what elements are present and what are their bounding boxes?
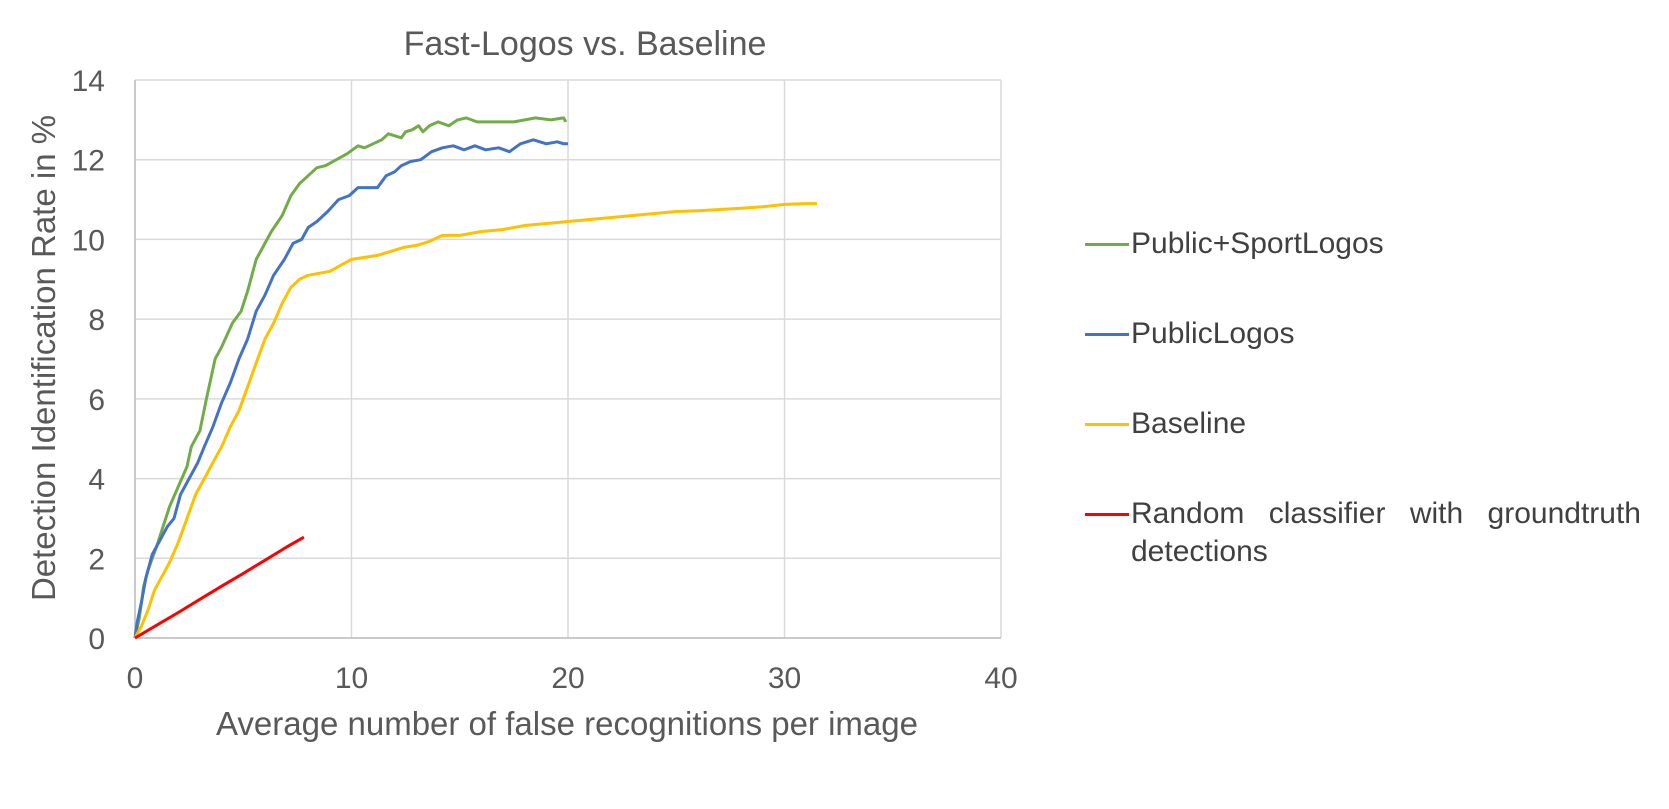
series-line-1	[133, 138, 568, 639]
x-tick-label: 20	[551, 662, 584, 695]
legend-label-random-classifier: Random classifier with groundtruth detec…	[1131, 497, 1641, 568]
legend-label-public-sportlogos: Public+SportLogos	[1131, 227, 1384, 260]
x-axis-label: Average number of false recognitions per…	[216, 705, 918, 742]
y-tick-label: 14	[72, 65, 105, 98]
legend-swatch-public-sportlogos	[1085, 243, 1129, 246]
x-tick-label: 40	[984, 662, 1017, 695]
chart-title: Fast-Logos vs. Baseline	[404, 25, 767, 63]
legend-item-baseline: Baseline	[1085, 405, 1645, 495]
y-tick-label: 0	[88, 623, 105, 656]
legend: Public+SportLogos PublicLogos Baseline R…	[1085, 225, 1645, 585]
y-tick-label: 8	[88, 304, 105, 337]
series-line-0	[133, 116, 568, 639]
series-line-2	[133, 202, 817, 639]
x-tick-label: 0	[127, 662, 144, 695]
legend-item-publiclogos: PublicLogos	[1085, 315, 1645, 405]
y-tick-label: 4	[88, 464, 105, 497]
legend-swatch-random-classifier	[1085, 513, 1129, 516]
legend-swatch-publiclogos	[1085, 333, 1129, 336]
legend-item-random-classifier: Random classifier with groundtruth detec…	[1085, 495, 1645, 585]
axes: 0 2 4 6 8 10 12 14 0 10 20 30 40	[72, 65, 1018, 695]
y-tick-label: 10	[72, 224, 105, 257]
legend-label-publiclogos: PublicLogos	[1131, 317, 1295, 350]
legend-item-public-sportlogos: Public+SportLogos	[1085, 225, 1645, 315]
x-tick-label: 30	[768, 662, 801, 695]
y-tick-label: 6	[88, 384, 105, 417]
grid	[134, 79, 1002, 639]
series-layer	[133, 116, 817, 640]
y-tick-label: 12	[72, 145, 105, 178]
series-line-3	[134, 535, 305, 640]
y-axis-label: Detection Identification Rate in %	[25, 115, 62, 601]
y-tick-label: 2	[88, 543, 105, 576]
legend-swatch-baseline	[1085, 423, 1129, 426]
legend-label-baseline: Baseline	[1131, 407, 1247, 440]
x-tick-label: 10	[335, 662, 368, 695]
